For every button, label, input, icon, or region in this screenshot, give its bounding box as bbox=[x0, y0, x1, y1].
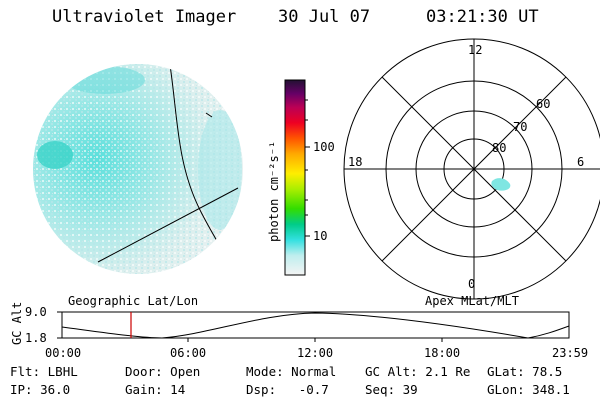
mlt-label-12: 12 bbox=[468, 43, 483, 57]
status-mode: Mode: Normal bbox=[246, 364, 337, 379]
alt-xtick-0000: 00:00 bbox=[45, 346, 82, 360]
status-filter: Flt: LBHL bbox=[10, 364, 78, 379]
uv-image-disk bbox=[33, 64, 243, 274]
altitude-axis-label: GC Alt bbox=[10, 301, 24, 345]
polar-mlat-mlt-plot bbox=[343, 38, 600, 300]
alt-xtick-1200: 12:00 bbox=[297, 346, 334, 360]
mlt-label-0: 0 bbox=[468, 277, 476, 291]
status-glat: GLat: 78.5 bbox=[487, 364, 563, 379]
geographic-label: Geographic Lat/Lon bbox=[68, 294, 199, 308]
alt-ytick-min: 1.8 bbox=[25, 331, 47, 345]
alt-xtick-2359: 23:59 bbox=[552, 346, 589, 360]
status-dsp: Dsp: -0.7 bbox=[246, 382, 329, 397]
polar-auroral-patch bbox=[491, 178, 511, 191]
lat-label-60: 60 bbox=[536, 97, 551, 111]
mlt-label-18: 18 bbox=[348, 155, 363, 169]
apex-label: Apex MLat/MLT bbox=[425, 294, 519, 308]
colorbar-tick-100: 100 bbox=[313, 140, 335, 154]
mlt-label-6: 6 bbox=[577, 155, 585, 169]
instrument-title: Ultraviolet Imager bbox=[52, 7, 237, 27]
status-gc-alt: GC Alt: 2.1 Re bbox=[365, 364, 471, 379]
status-gain: Gain: 14 bbox=[125, 382, 186, 397]
color-bar bbox=[284, 79, 310, 276]
status-door: Door: Open bbox=[125, 364, 201, 379]
colorbar-unit-label: photon cm⁻²s⁻¹ bbox=[267, 140, 281, 242]
status-glon: GLon: 348.1 bbox=[487, 382, 570, 397]
status-seq: Seq: 39 bbox=[365, 382, 418, 397]
status-ip: IP: 36.0 bbox=[10, 382, 71, 397]
lat-label-70: 70 bbox=[513, 120, 528, 134]
alt-xtick-1800: 18:00 bbox=[424, 346, 461, 360]
time-label: 03:21:30 UT bbox=[426, 7, 539, 27]
lat-label-80: 80 bbox=[492, 141, 507, 155]
colorbar-tick-10: 10 bbox=[313, 229, 328, 243]
alt-xtick-0600: 06:00 bbox=[170, 346, 207, 360]
date-label: 30 Jul 07 bbox=[278, 7, 371, 27]
altitude-plot bbox=[57, 311, 570, 342]
alt-ytick-max: 9.0 bbox=[25, 305, 47, 319]
